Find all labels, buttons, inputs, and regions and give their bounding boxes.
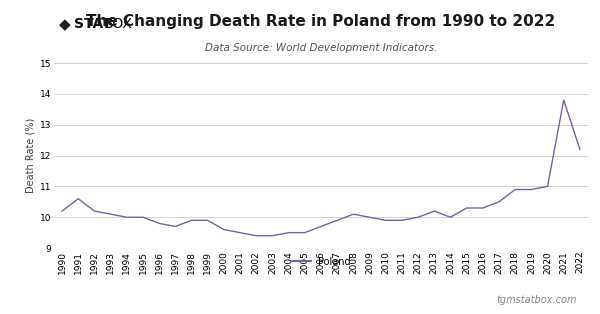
Y-axis label: Death Rate (%): Death Rate (%) <box>26 118 35 193</box>
Text: tgmstatbox.com: tgmstatbox.com <box>497 295 577 305</box>
Text: Data Source: World Development Indicators.: Data Source: World Development Indicator… <box>205 43 437 53</box>
Text: STAT: STAT <box>74 18 112 31</box>
Text: ◆: ◆ <box>59 18 71 32</box>
Legend: Poland: Poland <box>287 253 355 271</box>
Text: The Changing Death Rate in Poland from 1990 to 2022: The Changing Death Rate in Poland from 1… <box>86 14 556 29</box>
Text: BOX: BOX <box>104 18 133 31</box>
